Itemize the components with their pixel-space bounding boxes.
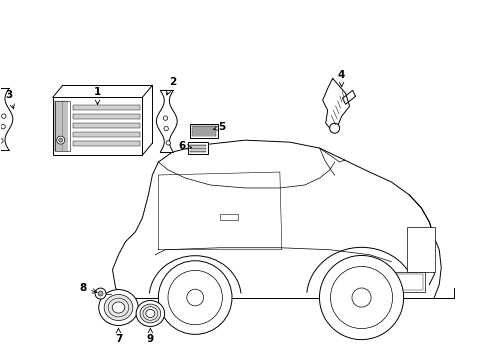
Text: 6: 6 — [178, 141, 191, 151]
Circle shape — [163, 116, 167, 120]
Text: 3: 3 — [5, 90, 14, 109]
Bar — [190, 144, 206, 146]
Bar — [192, 129, 216, 130]
Bar — [407, 227, 434, 272]
Bar — [188, 142, 208, 154]
Bar — [190, 124, 218, 138]
Circle shape — [59, 138, 62, 142]
Bar — [73, 114, 140, 119]
Ellipse shape — [112, 302, 124, 313]
Bar — [220, 214, 238, 220]
Bar — [190, 148, 206, 149]
Bar — [73, 123, 140, 128]
Bar — [73, 132, 140, 137]
Circle shape — [1, 125, 5, 129]
Text: 9: 9 — [146, 328, 154, 345]
Circle shape — [95, 288, 106, 299]
Bar — [388, 274, 423, 289]
Bar — [55, 101, 69, 151]
Circle shape — [186, 289, 203, 306]
Text: 5: 5 — [213, 122, 225, 132]
Text: 2: 2 — [166, 77, 176, 95]
Circle shape — [163, 126, 168, 131]
Text: 7: 7 — [115, 328, 122, 345]
Circle shape — [0, 139, 3, 143]
Bar — [192, 131, 216, 133]
Text: 4: 4 — [337, 71, 345, 87]
Circle shape — [330, 266, 392, 329]
Polygon shape — [342, 90, 355, 104]
Bar — [73, 141, 140, 146]
Text: 1: 1 — [94, 87, 101, 104]
Bar — [192, 134, 216, 136]
Circle shape — [98, 291, 103, 296]
Circle shape — [166, 141, 170, 145]
Circle shape — [158, 261, 231, 334]
Ellipse shape — [99, 289, 138, 325]
Bar — [190, 150, 206, 152]
Circle shape — [1, 114, 6, 118]
Ellipse shape — [140, 304, 161, 323]
Bar — [192, 126, 216, 127]
Bar — [53, 97, 142, 155]
Ellipse shape — [104, 294, 133, 320]
Ellipse shape — [145, 310, 155, 318]
Polygon shape — [322, 78, 349, 130]
Bar — [73, 105, 140, 110]
Polygon shape — [156, 90, 177, 152]
Circle shape — [168, 270, 222, 325]
Circle shape — [329, 123, 339, 133]
Circle shape — [57, 136, 64, 144]
Bar — [386, 272, 425, 292]
Text: 8: 8 — [79, 283, 97, 293]
Circle shape — [351, 288, 370, 307]
Ellipse shape — [136, 301, 164, 327]
Circle shape — [319, 256, 403, 339]
Polygon shape — [0, 88, 13, 150]
